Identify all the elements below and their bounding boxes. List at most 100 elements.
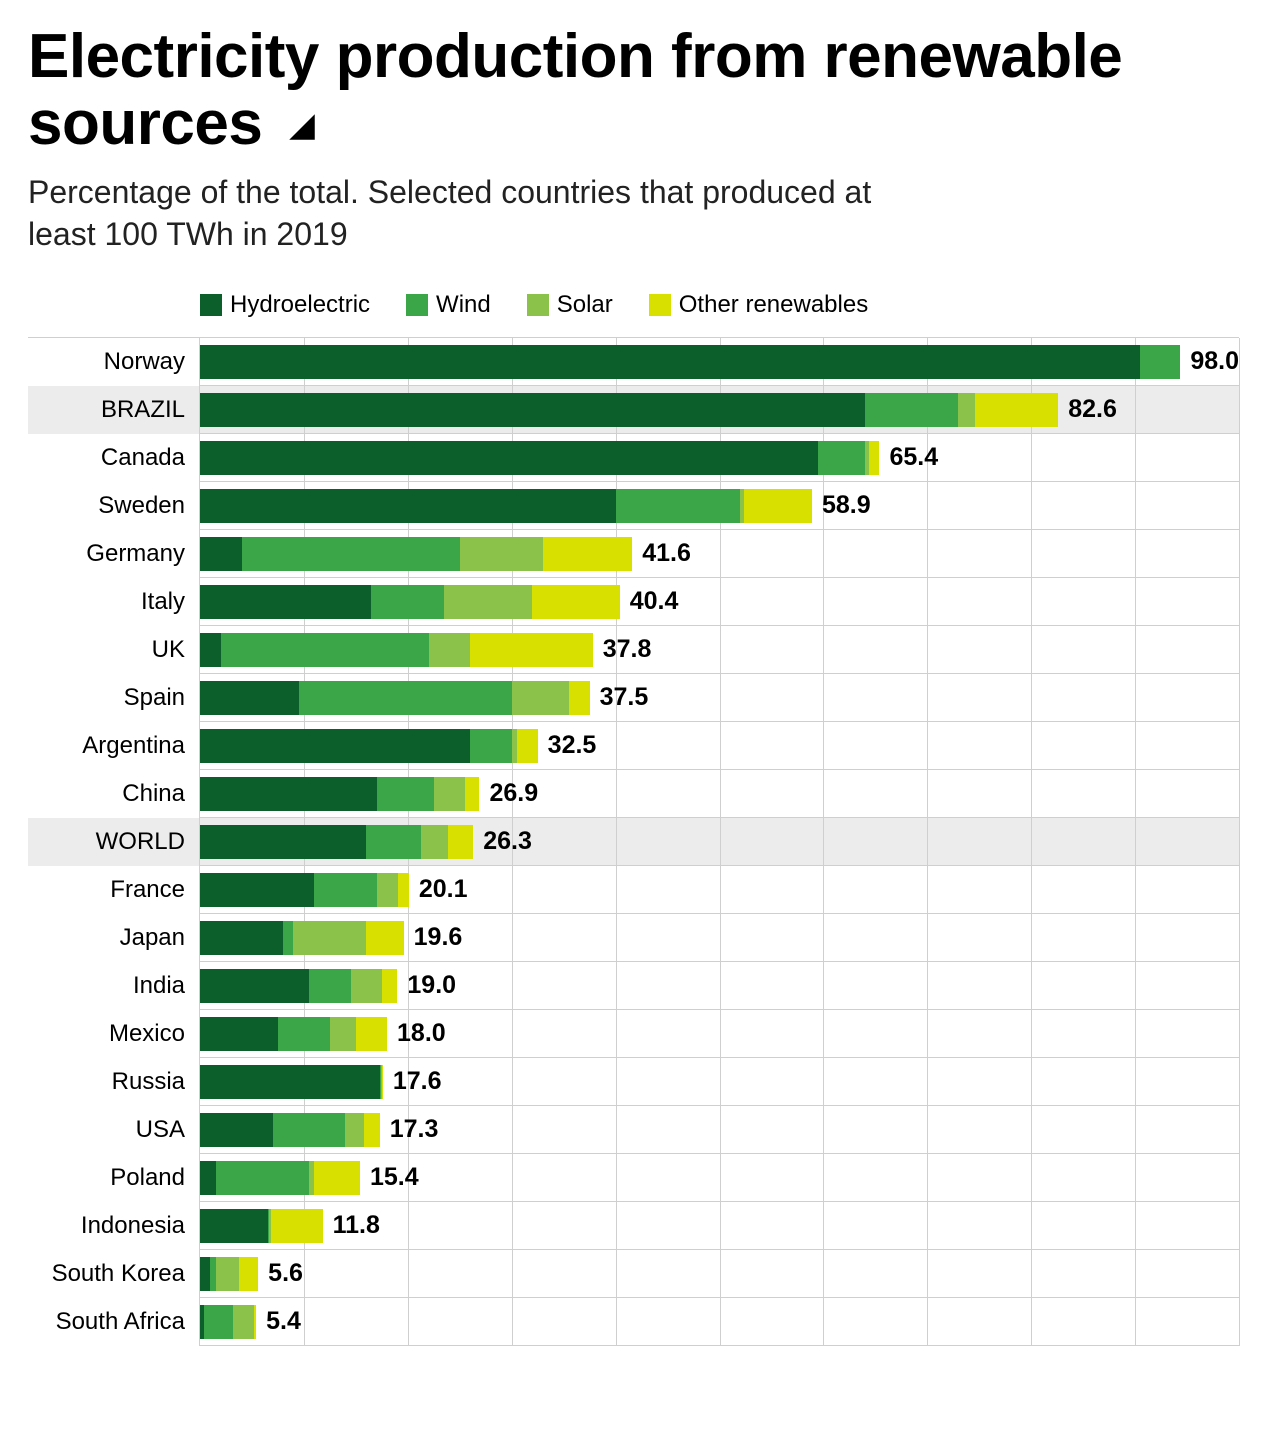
chart-title: Electricity production from renewable so… — [28, 24, 1239, 158]
row-bars: 58.9 — [200, 482, 1239, 530]
bar-stack — [200, 777, 479, 811]
bar-segment-solar — [345, 1113, 364, 1147]
row-label: Indonesia — [28, 1202, 200, 1250]
bar-stack — [200, 1161, 360, 1195]
bar-stack — [200, 1257, 258, 1291]
row-label: BRAZIL — [28, 386, 200, 434]
chart-row: Canada65.4 — [28, 434, 1239, 482]
row-label: Argentina — [28, 722, 200, 770]
bar-segment-hydro — [200, 1161, 216, 1195]
bar-stack — [200, 825, 473, 859]
bar-segment-other — [254, 1305, 256, 1339]
bar-segment-hydro — [200, 681, 299, 715]
bar-stack — [200, 921, 404, 955]
bar-segment-other — [366, 921, 403, 955]
row-label: Norway — [28, 338, 200, 386]
chart-row: BRAZIL82.6 — [28, 386, 1239, 434]
bar-segment-other — [398, 873, 408, 907]
bar-stack — [200, 345, 1180, 379]
chart-row: India19.0 — [28, 962, 1239, 1010]
bar-segment-hydro — [200, 1209, 268, 1243]
bar-segment-other — [869, 441, 879, 475]
bar-stack — [200, 489, 812, 523]
bar-stack — [200, 1113, 380, 1147]
row-bars: 32.5 — [200, 722, 1239, 770]
legend-item-wind: Wind — [406, 291, 491, 319]
bar-segment-hydro — [200, 441, 818, 475]
row-bars: 26.9 — [200, 770, 1239, 818]
bar-segment-wind — [221, 633, 429, 667]
row-label: USA — [28, 1106, 200, 1154]
row-bars: 20.1 — [200, 866, 1239, 914]
bar-segment-hydro — [200, 1065, 380, 1099]
bar-segment-other — [448, 825, 473, 859]
row-value: 20.1 — [419, 875, 468, 904]
row-label: South Africa — [28, 1298, 200, 1346]
chart-row: Mexico18.0 — [28, 1010, 1239, 1058]
bar-stack — [200, 969, 397, 1003]
bar-segment-wind — [470, 729, 512, 763]
row-value: 19.6 — [414, 923, 463, 952]
bar-stack — [200, 633, 593, 667]
triangle-up-icon — [285, 91, 319, 158]
row-value: 40.4 — [630, 587, 679, 616]
legend-swatch-wind — [406, 294, 428, 316]
bar-segment-hydro — [200, 489, 616, 523]
bar-segment-other — [364, 1113, 380, 1147]
bar-segment-solar — [216, 1257, 240, 1291]
row-value: 98.0 — [1190, 347, 1239, 376]
bar-stack — [200, 441, 880, 475]
legend-swatch-hydro — [200, 294, 222, 316]
row-label: South Korea — [28, 1250, 200, 1298]
legend-label-wind: Wind — [436, 291, 491, 319]
bar-stack — [200, 585, 620, 619]
row-bars: 40.4 — [200, 578, 1239, 626]
bar-stack — [200, 537, 632, 571]
bar-segment-other — [532, 585, 619, 619]
bar-segment-wind — [204, 1305, 233, 1339]
row-value: 32.5 — [548, 731, 597, 760]
chart-row: Japan19.6 — [28, 914, 1239, 962]
row-bars: 18.0 — [200, 1010, 1239, 1058]
chart-row: South Korea 5.6 — [28, 1250, 1239, 1298]
row-bars: 82.6 — [200, 386, 1239, 434]
plot-area: Norway98.0BRAZIL82.6Canada65.4Sweden58.9… — [28, 337, 1239, 1346]
row-bars: 17.6 — [200, 1058, 1239, 1106]
row-label: Poland — [28, 1154, 200, 1202]
bar-segment-wind — [818, 441, 865, 475]
legend-item-other: Other renewables — [649, 291, 868, 319]
bar-segment-hydro — [200, 969, 309, 1003]
bar-segment-wind — [278, 1017, 330, 1051]
row-value: 5.4 — [266, 1307, 301, 1336]
row-value: 17.3 — [390, 1115, 439, 1144]
bar-segment-wind — [1140, 345, 1180, 379]
bar-segment-other — [517, 729, 538, 763]
bar-segment-other — [543, 537, 632, 571]
bar-segment-other — [569, 681, 590, 715]
legend-label-other: Other renewables — [679, 291, 868, 319]
row-bars: 19.0 — [200, 962, 1239, 1010]
bar-segment-hydro — [200, 921, 283, 955]
bar-segment-wind — [371, 585, 444, 619]
bar-segment-hydro — [200, 777, 377, 811]
row-value: 5.6 — [268, 1259, 303, 1288]
bar-stack — [200, 729, 538, 763]
chart-row: Indonesia11.8 — [28, 1202, 1239, 1250]
bar-segment-hydro — [200, 1017, 278, 1051]
chart-row: Italy40.4 — [28, 578, 1239, 626]
bar-segment-wind — [366, 825, 421, 859]
chart-row: Russia17.6 — [28, 1058, 1239, 1106]
bar-segment-wind — [314, 873, 376, 907]
bar-segment-wind — [865, 393, 959, 427]
row-bars: 37.5 — [200, 674, 1239, 722]
bar-segment-other — [382, 1065, 383, 1099]
row-bars: 15.4 — [200, 1154, 1239, 1202]
row-value: 65.4 — [890, 443, 939, 472]
bar-segment-solar — [330, 1017, 356, 1051]
legend-swatch-solar — [527, 294, 549, 316]
bar-segment-solar — [434, 777, 465, 811]
legend: HydroelectricWindSolarOther renewables — [200, 291, 1239, 319]
row-bars: 11.8 — [200, 1202, 1239, 1250]
row-label: Spain — [28, 674, 200, 722]
chart-row: Spain37.5 — [28, 674, 1239, 722]
